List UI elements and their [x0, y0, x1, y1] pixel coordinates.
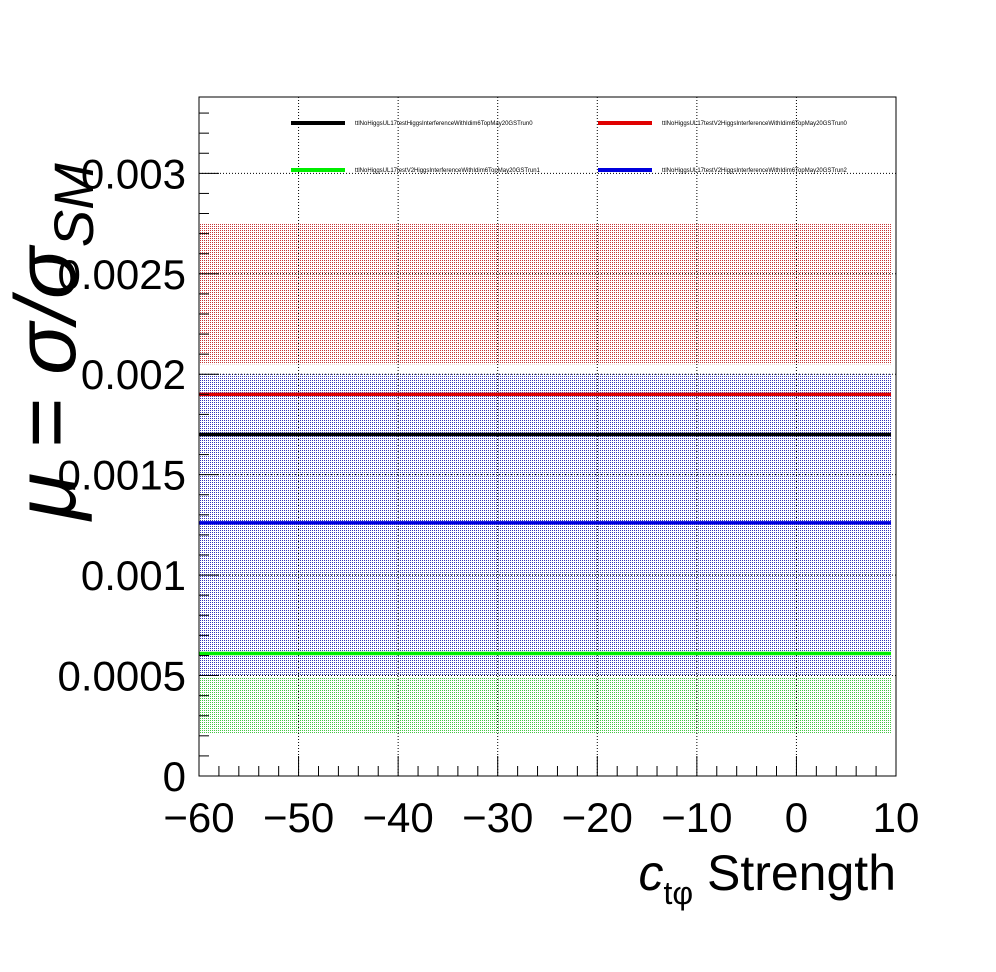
x-tick-label: 10: [873, 794, 920, 841]
y-tick-label: 0.0025: [58, 251, 186, 298]
error-band-2: [199, 677, 892, 734]
error-band-1: [199, 223, 892, 365]
y-tick-label: 0.002: [81, 351, 186, 398]
x-axis-title: ctφ Strength: [638, 845, 896, 911]
x-axis-title-rest: Strength: [693, 845, 896, 901]
x-axis-title-sub: tφ: [663, 875, 693, 911]
y-axis-title: μ = σ/σSM: [0, 163, 105, 522]
x-tick-label: −50: [263, 794, 334, 841]
x-tick-label: −30: [462, 794, 533, 841]
y-tick-label: 0.003: [81, 150, 186, 197]
legend-label-1: ttlNoHiggsUL17testV2HiggsInterferenceWit…: [662, 121, 848, 127]
x-tick-label: −60: [163, 794, 234, 841]
x-tick-label: 0: [785, 794, 808, 841]
y-tick-label: 0.0015: [58, 452, 186, 499]
y-axis-title-main: μ = σ/σ: [0, 244, 94, 522]
y-tick-label: 0.0005: [58, 653, 186, 700]
y-tick-label: 0.001: [81, 552, 186, 599]
axis-ticks: [198, 112, 897, 777]
legend-label-2: ttlNoHiggsUL17testV2HiggsInterferenceWit…: [355, 168, 541, 174]
grid-lines: [199, 97, 896, 776]
x-axis-title-main: c: [638, 845, 663, 901]
plot-frame: [198, 96, 897, 777]
series-lines: [199, 392, 892, 656]
y-tick-label: 0: [163, 753, 186, 800]
error-bands: [199, 223, 892, 734]
x-tick-label: −10: [661, 794, 732, 841]
legend-label-0: ttlNoHiggsUL17testHiggsInterferenceWithI…: [355, 121, 533, 127]
error-band-3: [199, 374, 892, 676]
y-axis-title-sub: SM: [42, 163, 105, 247]
legend: ttlNoHiggsUL17testHiggsInterferenceWithI…: [291, 121, 848, 174]
x-tick-label: −40: [363, 794, 434, 841]
x-tick-label: −20: [562, 794, 633, 841]
y-tick-labels: 0 0.0005 0.001 0.0015 0.002 0.0025 0.003: [58, 150, 186, 800]
legend-label-3: ttlNoHiggsUL17testV2HiggsInterferenceWit…: [662, 168, 848, 174]
x-tick-labels: −60 −50 −40 −30 −20 −10 0 10: [163, 794, 919, 841]
